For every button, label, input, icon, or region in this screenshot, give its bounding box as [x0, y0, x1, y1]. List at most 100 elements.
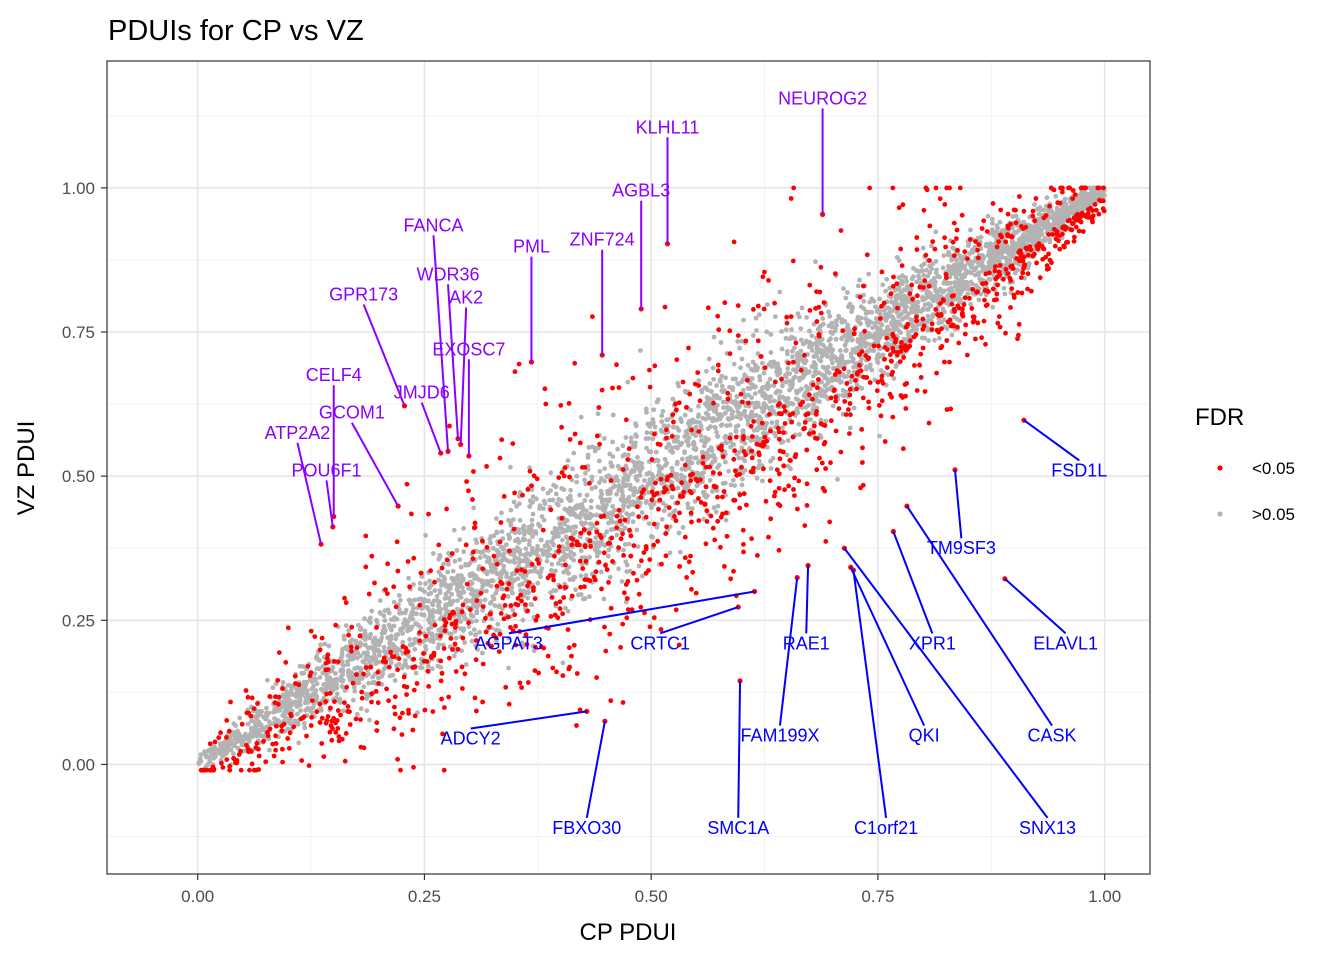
- point-nonsig: [1084, 197, 1090, 203]
- point-nonsig: [252, 726, 258, 731]
- point-sig: [895, 305, 900, 311]
- point-nonsig: [639, 510, 645, 515]
- point-nonsig: [516, 540, 522, 545]
- point-nonsig: [830, 360, 835, 366]
- point-sig: [227, 763, 233, 769]
- point-nonsig: [446, 550, 451, 556]
- point-sig: [739, 464, 744, 470]
- point-nonsig: [490, 578, 496, 584]
- point-nonsig: [806, 370, 812, 375]
- point-nonsig: [473, 537, 479, 543]
- point-nonsig: [840, 372, 846, 377]
- point-nonsig: [626, 541, 632, 547]
- point-sig: [942, 235, 947, 241]
- point-sig: [866, 399, 871, 405]
- point-nonsig: [667, 550, 673, 556]
- point-nonsig: [1088, 193, 1094, 199]
- point-sig: [405, 559, 411, 564]
- point-sig: [1067, 185, 1073, 191]
- point-nonsig: [429, 666, 435, 672]
- point-nonsig: [365, 650, 370, 656]
- point-sig: [1025, 286, 1030, 292]
- point-nonsig: [814, 405, 820, 411]
- point-sig: [996, 239, 1001, 245]
- point-nonsig: [924, 307, 930, 312]
- point-sig: [796, 478, 802, 484]
- point-sig: [273, 694, 278, 700]
- point-nonsig: [935, 273, 941, 279]
- point-sig: [979, 335, 984, 341]
- point-nonsig: [965, 291, 971, 297]
- point-nonsig: [820, 321, 826, 327]
- point-sig: [658, 627, 664, 632]
- point-sig: [657, 442, 663, 447]
- point-nonsig: [499, 529, 505, 534]
- point-nonsig: [901, 302, 907, 308]
- point-nonsig: [891, 316, 896, 322]
- point-sig: [861, 374, 867, 380]
- point-nonsig: [742, 372, 747, 378]
- point-nonsig: [987, 277, 993, 282]
- point-nonsig: [538, 537, 544, 543]
- point-nonsig: [883, 288, 888, 294]
- point-nonsig: [705, 493, 710, 498]
- point-nonsig: [527, 498, 533, 503]
- point-nonsig: [957, 261, 963, 266]
- point-sig: [833, 394, 839, 400]
- point-nonsig: [582, 477, 587, 483]
- point-nonsig: [1065, 205, 1071, 211]
- point-nonsig: [553, 491, 559, 497]
- point-nonsig: [461, 526, 466, 531]
- point-nonsig: [990, 220, 995, 226]
- point-sig: [395, 568, 401, 574]
- point-nonsig: [530, 534, 535, 539]
- point-nonsig: [461, 549, 467, 555]
- point-nonsig: [829, 320, 834, 326]
- point-sig: [358, 717, 363, 722]
- point-nonsig: [522, 527, 527, 533]
- point-nonsig: [957, 291, 963, 297]
- point-sig: [703, 464, 709, 470]
- point-nonsig: [901, 287, 907, 293]
- point-nonsig: [761, 370, 767, 376]
- point-nonsig: [741, 317, 746, 323]
- point-nonsig: [619, 489, 625, 495]
- point-sig: [994, 244, 1000, 250]
- point-nonsig: [685, 420, 691, 426]
- point-nonsig: [345, 653, 351, 658]
- point-nonsig: [607, 574, 613, 580]
- point-nonsig: [471, 627, 477, 633]
- point-sig: [704, 508, 710, 514]
- point-sig: [438, 658, 444, 664]
- point-nonsig: [340, 672, 346, 677]
- point-sig: [562, 465, 568, 470]
- point-sig: [245, 694, 251, 700]
- point-nonsig: [717, 379, 723, 384]
- point-nonsig: [804, 315, 809, 320]
- point-sig: [335, 659, 341, 664]
- point-nonsig: [228, 747, 234, 753]
- point-nonsig: [442, 577, 447, 582]
- point-sig: [976, 242, 982, 248]
- point-nonsig: [849, 337, 855, 343]
- point-sig: [1057, 246, 1063, 252]
- point-nonsig: [725, 416, 731, 421]
- point-sig: [888, 291, 894, 297]
- point-nonsig: [661, 508, 667, 514]
- point-sig: [960, 310, 965, 316]
- point-sig: [216, 735, 222, 741]
- point-nonsig: [574, 473, 580, 479]
- point-sig: [728, 576, 734, 582]
- point-nonsig: [442, 596, 448, 601]
- point-sig: [441, 646, 447, 651]
- point-nonsig: [533, 530, 539, 536]
- point-nonsig: [797, 432, 802, 437]
- point-sig: [500, 595, 506, 601]
- point-nonsig: [651, 407, 657, 413]
- point-nonsig: [264, 705, 269, 711]
- point-nonsig: [614, 532, 620, 538]
- point-nonsig: [771, 398, 777, 404]
- point-sig: [967, 295, 972, 301]
- point-sig: [688, 510, 694, 516]
- point-sig: [634, 577, 640, 583]
